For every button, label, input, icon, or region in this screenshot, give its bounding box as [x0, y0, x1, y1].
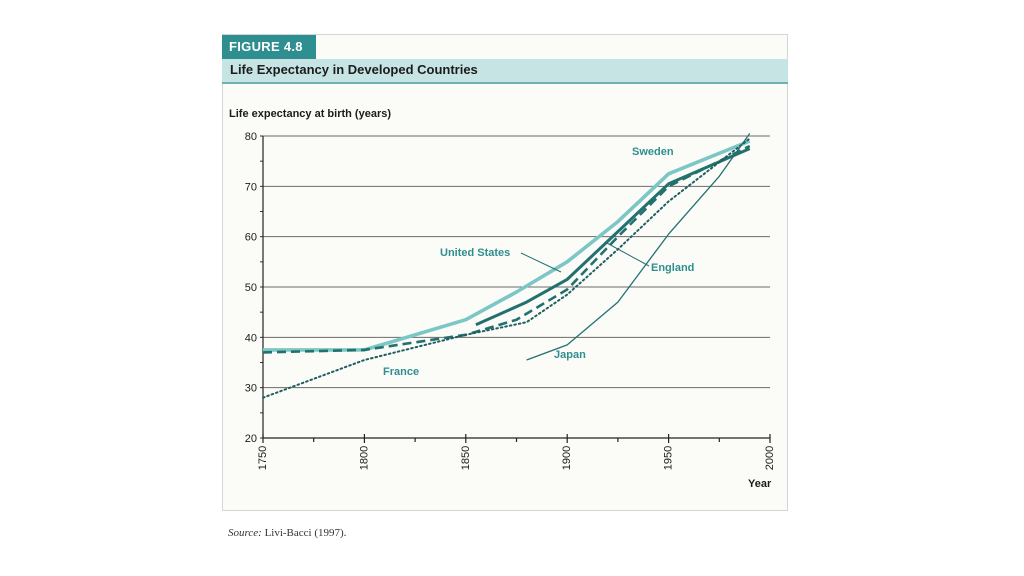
x-tick-label-1750: 1750	[257, 446, 269, 470]
series-line-france	[262, 137, 751, 399]
series-label-united-states: United States	[440, 247, 510, 259]
y-tick-label-70: 70	[245, 181, 257, 193]
series-label-sweden: Sweden	[632, 146, 674, 158]
y-tick-label-40: 40	[245, 332, 257, 344]
leader-line-united-states	[520, 252, 562, 273]
leader-line-england	[604, 241, 650, 267]
source-line: Source: Livi-Bacci (1997).	[228, 527, 346, 539]
x-tick-label-1950: 1950	[663, 446, 675, 470]
x-tick-label-1800: 1800	[358, 446, 370, 470]
figure-label: FIGURE 4.8	[222, 35, 316, 59]
axes: 20 30 40 50 60 70 80 1750 1800 1850 1900 1950 2000	[245, 131, 776, 470]
series-line-sweden	[263, 139, 751, 352]
x-tick-label-1900: 1900	[561, 446, 573, 470]
y-tick-label-20: 20	[245, 433, 257, 445]
x-tick-label-1850: 1850	[460, 446, 472, 470]
series-lines	[262, 133, 751, 399]
y-tick-label-50: 50	[245, 282, 257, 294]
y-tick-label-80: 80	[245, 131, 257, 143]
y-tick-label-30: 30	[245, 383, 257, 395]
series-line-japan	[526, 133, 751, 361]
figure-box	[222, 34, 788, 511]
series-line-united-states	[475, 147, 751, 327]
series-line-england	[262, 144, 751, 354]
grid-lines	[263, 135, 770, 389]
series-label-japan: Japan	[554, 349, 586, 361]
x-axis-title: Year	[748, 478, 772, 490]
source-label: Source:	[228, 527, 262, 539]
series-label-england: England	[651, 262, 694, 274]
y-tick-label-60: 60	[245, 232, 257, 244]
figure-title-band	[222, 59, 788, 84]
series-label-france: France	[383, 366, 419, 378]
figure-title: Life Expectancy in Developed Countries	[230, 62, 478, 77]
source-text: Livi-Bacci (1997).	[264, 527, 347, 539]
y-axis-title: Life expectancy at birth (years)	[229, 108, 391, 120]
series-labels: Sweden United States England France Japan	[383, 146, 694, 378]
x-tick-label-2000: 2000	[764, 446, 776, 470]
